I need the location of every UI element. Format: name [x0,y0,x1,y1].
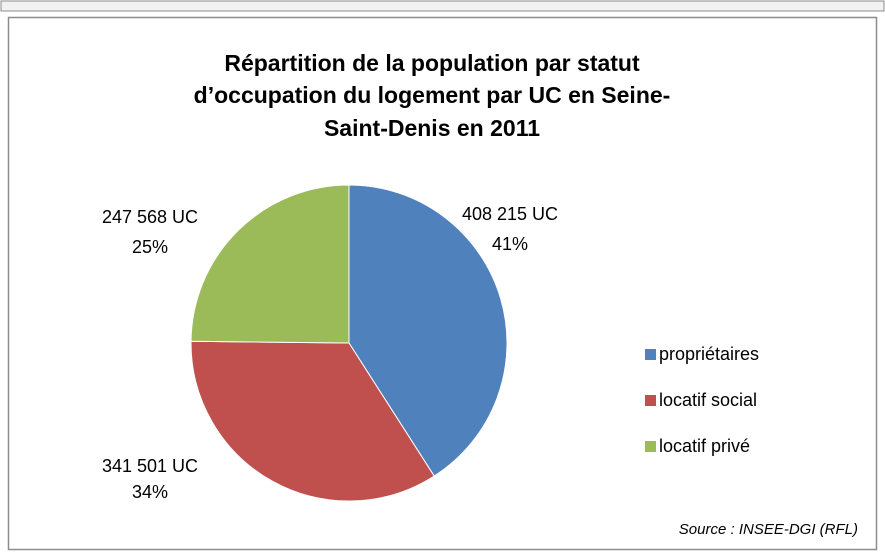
top-strip [0,0,885,12]
legend-label: locatif privé [659,436,750,456]
source-note: Source : INSEE-DGI (RFL) [679,521,858,538]
legend-swatch [645,395,656,406]
pie-slice [348,184,508,477]
legend-swatch [645,349,656,360]
pie-slice [190,340,435,502]
slice-percent-label: 34% [132,482,168,502]
chart-title: d’occupation du logement par UC en Seine… [194,82,671,108]
slice-value-label: 408 215 UC [462,204,558,224]
pie-slice [190,184,350,344]
chart-title: Saint-Denis en 2011 [324,115,540,141]
slice-value-label: 247 568 UC [102,207,198,227]
legend-label: propriétaires [659,344,759,364]
slice-percent-label: 41% [492,234,528,254]
legend-swatch [645,441,656,452]
chart-title: Répartition de la population par statut [224,50,640,76]
slice-value-label: 341 501 UC [102,456,198,476]
slice-percent-label: 25% [132,237,168,257]
legend-label: locatif social [659,390,757,410]
